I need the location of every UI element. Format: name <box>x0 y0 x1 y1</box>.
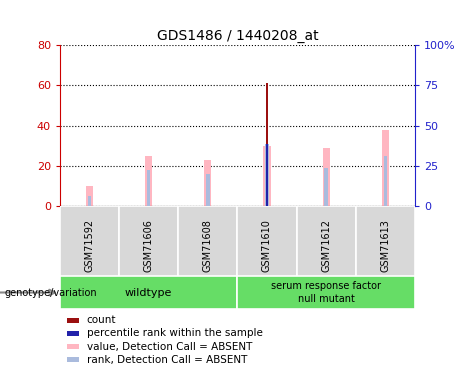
Text: serum response factor
null mutant: serum response factor null mutant <box>271 281 381 304</box>
Bar <box>237 206 296 276</box>
Title: GDS1486 / 1440208_at: GDS1486 / 1440208_at <box>157 28 318 43</box>
Text: GSM71613: GSM71613 <box>380 219 390 272</box>
Bar <box>67 331 79 336</box>
Text: GSM71608: GSM71608 <box>203 219 213 272</box>
Bar <box>323 148 330 206</box>
Bar <box>147 170 150 206</box>
Text: wildtype: wildtype <box>125 288 172 297</box>
Bar <box>266 144 268 206</box>
Text: percentile rank within the sample: percentile rank within the sample <box>87 328 262 339</box>
Bar <box>206 174 210 206</box>
Bar <box>384 156 387 206</box>
Text: GSM71592: GSM71592 <box>84 219 95 272</box>
Bar <box>67 357 79 362</box>
Bar <box>178 206 237 276</box>
Bar <box>119 206 178 276</box>
Bar <box>145 156 152 206</box>
Text: GSM71606: GSM71606 <box>144 219 154 272</box>
Bar <box>60 276 237 309</box>
Bar <box>86 186 93 206</box>
Bar <box>356 206 415 276</box>
Bar <box>237 276 415 309</box>
Bar <box>204 160 212 206</box>
Bar <box>266 83 268 206</box>
Bar <box>325 168 328 206</box>
Text: count: count <box>87 315 116 326</box>
Bar <box>296 206 356 276</box>
Text: GSM71610: GSM71610 <box>262 219 272 272</box>
Bar <box>265 144 269 206</box>
Bar <box>88 196 91 206</box>
Bar <box>60 206 119 276</box>
Text: genotype/variation: genotype/variation <box>5 288 97 297</box>
Text: value, Detection Call = ABSENT: value, Detection Call = ABSENT <box>87 342 252 351</box>
Bar <box>263 146 271 206</box>
Bar <box>67 344 79 349</box>
Bar <box>382 130 389 206</box>
Text: rank, Detection Call = ABSENT: rank, Detection Call = ABSENT <box>87 355 247 364</box>
Bar <box>67 318 79 323</box>
Text: GSM71612: GSM71612 <box>321 219 331 272</box>
